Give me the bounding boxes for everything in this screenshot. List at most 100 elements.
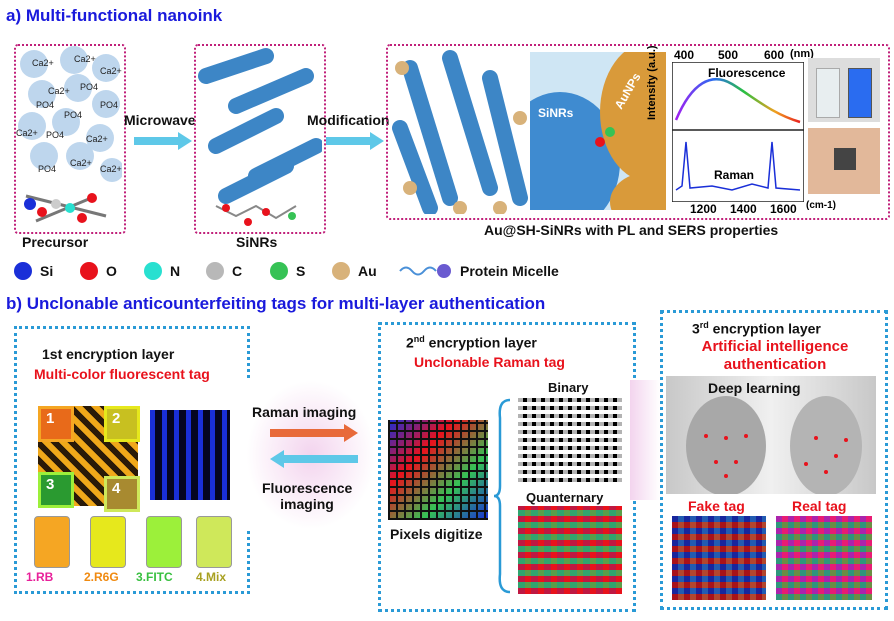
vials-photo — [808, 58, 880, 122]
ion-label: PO4 — [46, 130, 65, 140]
legend-au-dot — [332, 262, 350, 280]
layer1-title: 1st encryption layer — [42, 346, 175, 362]
fake-tag-map — [672, 516, 766, 600]
real-tag-label: Real tag — [792, 498, 847, 514]
ion-label: PO4 — [38, 164, 57, 174]
brace — [494, 398, 511, 594]
ion-label: Ca2+ — [100, 66, 122, 76]
sinrs-box — [194, 44, 326, 234]
ion-label: PO4 — [80, 82, 99, 92]
vial-mix-label: 4.Mix — [196, 570, 227, 584]
legend-c: C — [232, 263, 243, 279]
legend-o: O — [106, 263, 117, 279]
layer2-title: 2nd encryption layer — [406, 334, 537, 351]
microwave-arrow — [134, 132, 192, 150]
fluorescence-arrow — [270, 450, 358, 468]
bottom-unit: (cm-1) — [806, 200, 837, 211]
bottom-tick-1600: 1600 — [770, 202, 797, 216]
ylabel: Intensity (a.u.) — [646, 45, 658, 120]
faces-image — [666, 376, 876, 496]
top-tick-400: 400 — [674, 48, 695, 62]
binary-map — [518, 396, 622, 482]
quadrant-2-label: 2 — [112, 410, 121, 427]
raman-pixel-grid — [388, 420, 488, 520]
fake-tag-label: Fake tag — [688, 498, 745, 514]
au-sinrs-illustration — [392, 50, 528, 214]
bottom-tick-1200: 1200 — [690, 202, 717, 216]
legend-si-dot — [14, 262, 32, 280]
fluorescence-label: Fluorescence — [708, 66, 786, 80]
layer3-subtitle-2: authentication — [723, 356, 827, 373]
deep-learning-label: Deep learning — [708, 380, 801, 396]
vial-r6g-label: 2.R6G — [84, 570, 119, 584]
vial-fitc-label: 3.FITC — [136, 570, 173, 584]
legend-n-dot — [144, 262, 162, 280]
quadrant-4-label: 4 — [112, 480, 121, 497]
legend-s: S — [296, 263, 306, 279]
ion-label: Ca2+ — [70, 158, 92, 168]
vial-rb-label: 1.RB — [26, 570, 54, 584]
quadrant-2-marker — [104, 406, 140, 442]
modification-label: Modification — [307, 112, 390, 128]
raman-imaging-label: Raman imaging — [252, 404, 357, 420]
binary-label: Binary — [548, 380, 589, 395]
legend-s-dot — [270, 262, 288, 280]
precursor-label: Precursor — [22, 234, 89, 250]
quanternary-label: Quanternary — [526, 490, 604, 505]
legend-c-dot — [206, 262, 224, 280]
blue-qr — [150, 410, 230, 500]
pixels-digitize-label: Pixels digitize — [390, 526, 483, 542]
ion-label: Ca2+ — [48, 86, 70, 96]
top-tick-500: 500 — [718, 48, 739, 62]
raman-arrow — [270, 424, 358, 442]
modification-arrow — [326, 132, 384, 150]
product-label: Au@SH-SiNRs with PL and SERS properties — [484, 222, 779, 238]
top-tick-600: 600 — [764, 48, 785, 62]
spectrum-chart — [672, 62, 804, 202]
section-a-title: a) Multi-functional nanoink — [6, 6, 223, 25]
real-tag-map — [776, 516, 872, 600]
sinrs-label: SiNRs — [236, 234, 278, 250]
fluorescence-imaging-label: Fluorescence imaging — [262, 480, 353, 512]
legend-o-dot — [80, 262, 98, 280]
legend-au: Au — [358, 263, 377, 279]
ion-label: Ca2+ — [32, 58, 54, 68]
quadrant-1-marker — [38, 406, 74, 442]
ion-label: Ca2+ — [86, 134, 108, 144]
sinrs-illustration — [198, 48, 322, 226]
precursor-illustration — [18, 46, 122, 223]
legend-n: N — [170, 263, 181, 279]
quadrant-4-marker — [104, 476, 140, 512]
vial-r6g — [90, 516, 126, 568]
product-box — [386, 44, 890, 220]
raman-label: Raman — [714, 168, 755, 182]
protein-micelle-icon — [399, 264, 451, 278]
quadrant-3-marker — [38, 472, 74, 508]
ion-label: PO4 — [64, 110, 83, 120]
layer3-subtitle-1: Artificial intelligence — [701, 338, 849, 355]
layer3-title: 3rd encryption layer — [692, 320, 821, 337]
ion-label: Ca2+ — [16, 128, 38, 138]
vial-rb — [34, 516, 70, 568]
legend-protein-micelle: Protein Micelle — [460, 263, 559, 279]
interface-zoom — [530, 52, 666, 210]
top-unit: (nm) — [790, 48, 814, 60]
layer1-subtitle: Multi-color fluorescent tag — [34, 366, 210, 382]
ion-label: PO4 — [100, 100, 119, 110]
bottom-tick-1400: 1400 — [730, 202, 757, 216]
section-b-title: b) Unclonable anticounterfeiting tags fo… — [6, 294, 546, 313]
layer3-box — [660, 310, 888, 610]
layer3-glow — [630, 380, 660, 500]
precursor-box — [14, 44, 126, 234]
quanternary-map — [518, 506, 622, 594]
ion-label: PO4 — [36, 100, 55, 110]
quadrant-1-label: 1 — [46, 410, 55, 427]
vial-mix — [196, 516, 232, 568]
microwave-label: Microwave — [124, 112, 196, 128]
legend-si: Si — [40, 263, 54, 279]
layer2-subtitle: Unclonable Raman tag — [414, 354, 565, 370]
ion-label: Ca2+ — [100, 164, 122, 174]
sinrs-tag: SiNRs — [538, 106, 574, 120]
tag-photo — [808, 128, 880, 194]
ion-label: Ca2+ — [74, 54, 96, 64]
